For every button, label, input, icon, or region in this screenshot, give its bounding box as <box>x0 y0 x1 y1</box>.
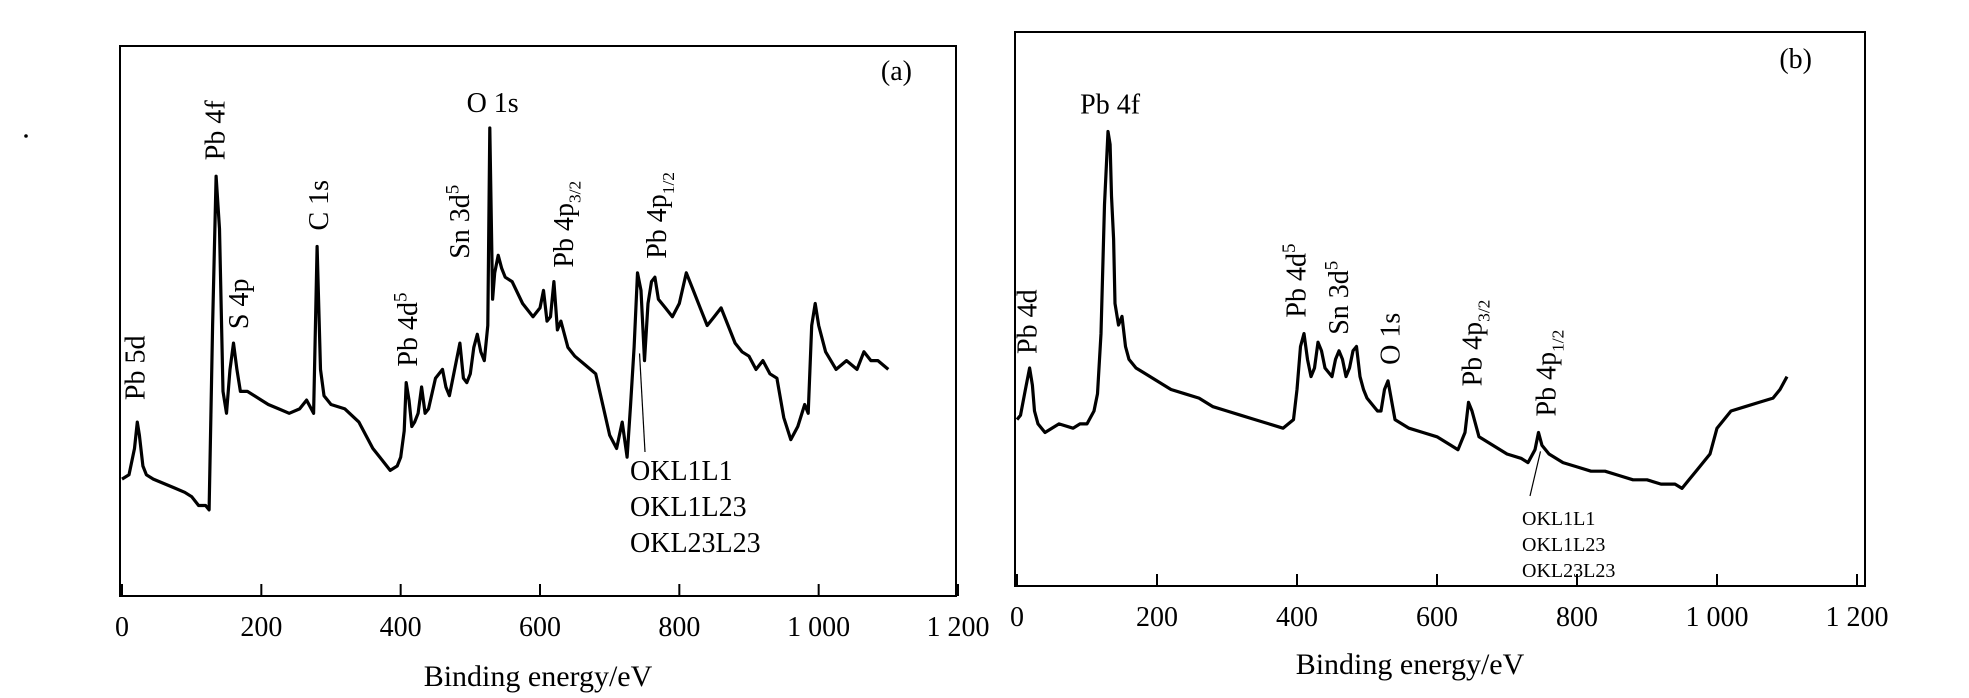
peak-label: Pb 4p1/2 <box>1532 330 1568 417</box>
peak-label: Sn 3d5 <box>442 185 476 259</box>
panel-a-traces <box>121 126 890 512</box>
peak-label: O 1s <box>467 88 519 119</box>
x-tick-label: 1 000 <box>1686 602 1749 633</box>
peak-label: Pb 4p3/2 <box>549 181 585 268</box>
peak-label: Pb 4p3/2 <box>1458 300 1494 387</box>
panel-b-label: (b) <box>1779 44 1812 75</box>
x-tick-label: 1 200 <box>1826 602 1889 633</box>
peak-label: O 1s <box>1376 313 1407 365</box>
auger-peak-label: OKL1L1 <box>1522 508 1595 530</box>
auger-leader-line <box>1529 451 1542 497</box>
x-tick-label: 1 000 <box>787 612 850 643</box>
auger-leader-line <box>638 353 646 453</box>
peak-label: S 4p <box>224 279 255 330</box>
auger-peak-label: OKL23L23 <box>1522 560 1615 582</box>
auger-peak-label: OKL1L1 <box>630 456 733 487</box>
panel-a-leaders <box>638 353 646 453</box>
peak-label: Pb 4d <box>1013 289 1044 354</box>
x-tick-label: 200 <box>240 612 282 643</box>
x-tick-label: 400 <box>1276 602 1318 633</box>
x-tick-label: 800 <box>658 612 700 643</box>
auger-peak-label: OKL1L23 <box>1522 534 1605 556</box>
panel-a-label: (a) <box>881 56 912 87</box>
peak-label: Pb 4d5 <box>391 293 425 367</box>
x-tick-label: 0 <box>1010 602 1024 633</box>
peak-label: Sn 3d5 <box>1321 261 1355 335</box>
x-tick-label: 600 <box>1416 602 1458 633</box>
x-tick-label: 600 <box>519 612 561 643</box>
x-tick-label: 800 <box>1556 602 1598 633</box>
spectrum-line <box>121 126 890 512</box>
panel-b-traces <box>1015 129 1789 490</box>
x-tick-label: 1 200 <box>927 612 990 643</box>
x-tick-label: 400 <box>380 612 422 643</box>
peak-label: Pb 4p1/2 <box>642 172 678 259</box>
auger-peak-label: OKL1L23 <box>630 492 747 523</box>
peak-label: C 1s <box>304 180 335 231</box>
peak-label: Pb 4f <box>201 100 232 161</box>
panel-a-frame <box>119 45 957 597</box>
auger-peak-label: OKL23L23 <box>630 528 761 559</box>
panel-b-leaders <box>1529 451 1542 497</box>
spectrum-line <box>1015 129 1789 490</box>
panel-a-x-axis-label: Binding energy/eV <box>424 660 653 693</box>
panel-a: (a) 0 200 400 600 800 1 000 1 200 Pb 5d Pb 4f S … <box>115 45 990 693</box>
panel-b-frame <box>1014 31 1866 587</box>
panel-a-annotations: Pb 5d Pb 4f S 4p C 1s Pb 4d5 Sn 3d5 O 1s Pb 4p3… <box>120 88 760 559</box>
panel-a-x-ticks: 0 200 400 600 800 1 000 1 200 <box>115 584 990 643</box>
stray-dot <box>24 134 28 138</box>
peak-label: Pb 5d <box>120 336 151 401</box>
peak-label: Pb 4f <box>1080 90 1141 121</box>
peak-label: Pb 4d5 <box>1279 244 1313 318</box>
panel-b-x-axis-label: Binding energy/eV <box>1296 648 1525 681</box>
panel-b-x-ticks: 0 200 400 600 800 1 000 1 200 <box>1010 574 1889 633</box>
x-tick-label: 200 <box>1136 602 1178 633</box>
x-tick-label: 0 <box>115 612 129 643</box>
